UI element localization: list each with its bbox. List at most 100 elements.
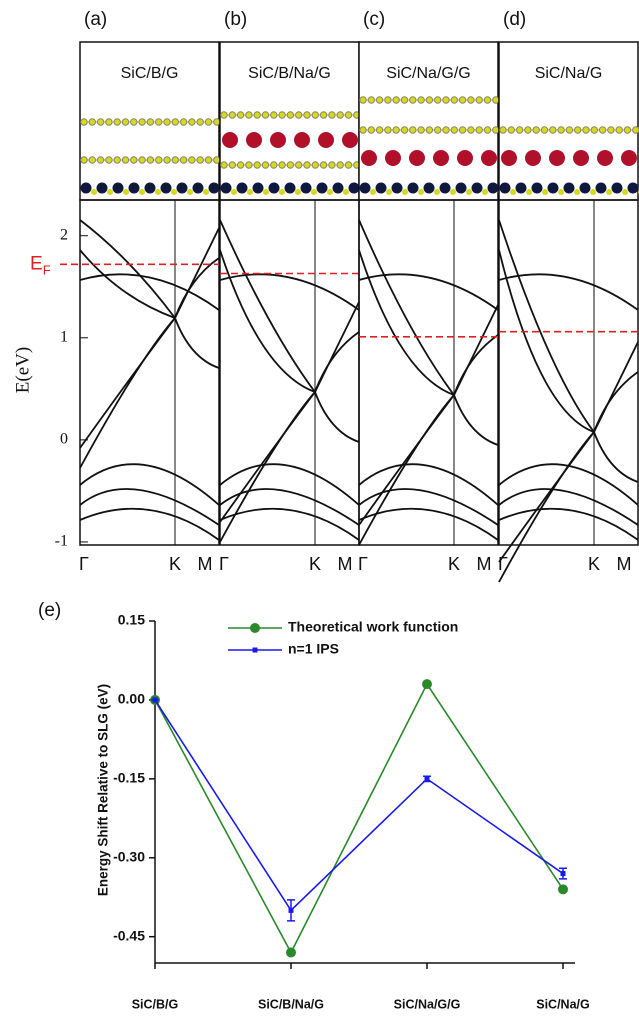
band-curve [358,488,499,526]
atom [492,126,500,134]
atom [213,118,221,126]
atom [525,150,541,166]
atom [574,126,582,134]
atom [261,111,270,119]
atom [112,182,124,194]
atom [482,189,488,195]
atom [595,182,607,194]
band-curve [358,273,499,311]
atom [80,118,88,126]
fermi-label-sub: F [43,263,51,278]
atom [392,126,400,134]
atom [278,161,286,169]
x-tick-label: SiC/B/Na/G [258,997,324,1011]
atom [467,126,475,134]
atom [540,126,549,134]
band-curve [498,431,595,583]
y-tick-label: -0.30 [113,848,145,864]
atom [442,126,450,134]
atom [607,126,615,134]
atom [409,150,425,166]
atom [524,126,532,134]
atom [597,150,613,166]
k-point-label: M [338,554,353,574]
atom [163,118,171,126]
atom [442,96,450,104]
atom [375,96,384,104]
panel-label: (c) [363,9,385,30]
atom [204,118,213,126]
x-tick-label: SiC/Na/G [536,997,590,1011]
atom [549,126,557,134]
atom [467,96,475,104]
atom [549,150,565,166]
atom [574,189,580,195]
atom [319,111,328,119]
atom [144,182,156,194]
k-point-label: M [617,554,632,574]
atom [623,126,632,134]
band-curve [79,273,220,311]
atom [386,189,392,195]
atom [270,111,278,119]
band-curve [358,249,499,397]
atom [450,96,458,104]
band-curve [79,507,220,541]
atom [236,182,248,194]
atom [434,126,442,134]
atom [336,111,344,119]
atom [532,126,540,134]
atom [417,126,425,134]
atom [105,156,113,164]
data-point [424,776,430,782]
atom [361,150,377,166]
atom [400,96,409,104]
band-curve [358,394,455,546]
structure-frame [358,41,499,201]
panel-title: SiC/B/G [121,65,179,82]
atom [418,189,424,195]
band-curve [219,273,360,311]
k-point-label: Γ [358,554,368,574]
atom [311,111,319,119]
atom [300,182,312,194]
atom [499,182,511,194]
structure-frame [498,41,639,201]
atom [336,161,344,169]
atom [515,126,524,134]
atom [457,150,473,166]
atom [375,182,387,194]
atom [187,189,193,195]
atom [261,161,270,169]
atom [632,126,639,134]
atom [270,132,286,148]
atom [611,182,623,194]
atom [328,111,336,119]
band-curve [79,463,220,506]
y-tick-label: -1 [55,533,68,550]
atom [113,156,121,164]
atom [208,182,220,194]
band-curve [79,317,176,469]
atom [176,182,188,194]
band-curve [358,219,499,446]
atom [121,118,130,126]
atom [423,182,435,194]
k-point-label: K [588,554,600,574]
atom [531,182,543,194]
legend-label: n=1 IPS [288,641,339,657]
atom [434,96,442,104]
panel-title: SiC/Na/G/G [386,65,470,82]
atom [286,111,295,119]
atom [455,182,467,194]
y-axis-label: Energy Shift Relative to SLG (eV) [96,684,111,896]
atom [402,189,408,195]
atom [311,189,317,195]
atom [247,189,253,195]
atom [318,132,334,148]
atom [146,118,155,126]
y-tick-label: -0.45 [113,927,145,943]
atom [558,189,564,195]
atom [483,126,492,134]
atom [526,189,532,195]
